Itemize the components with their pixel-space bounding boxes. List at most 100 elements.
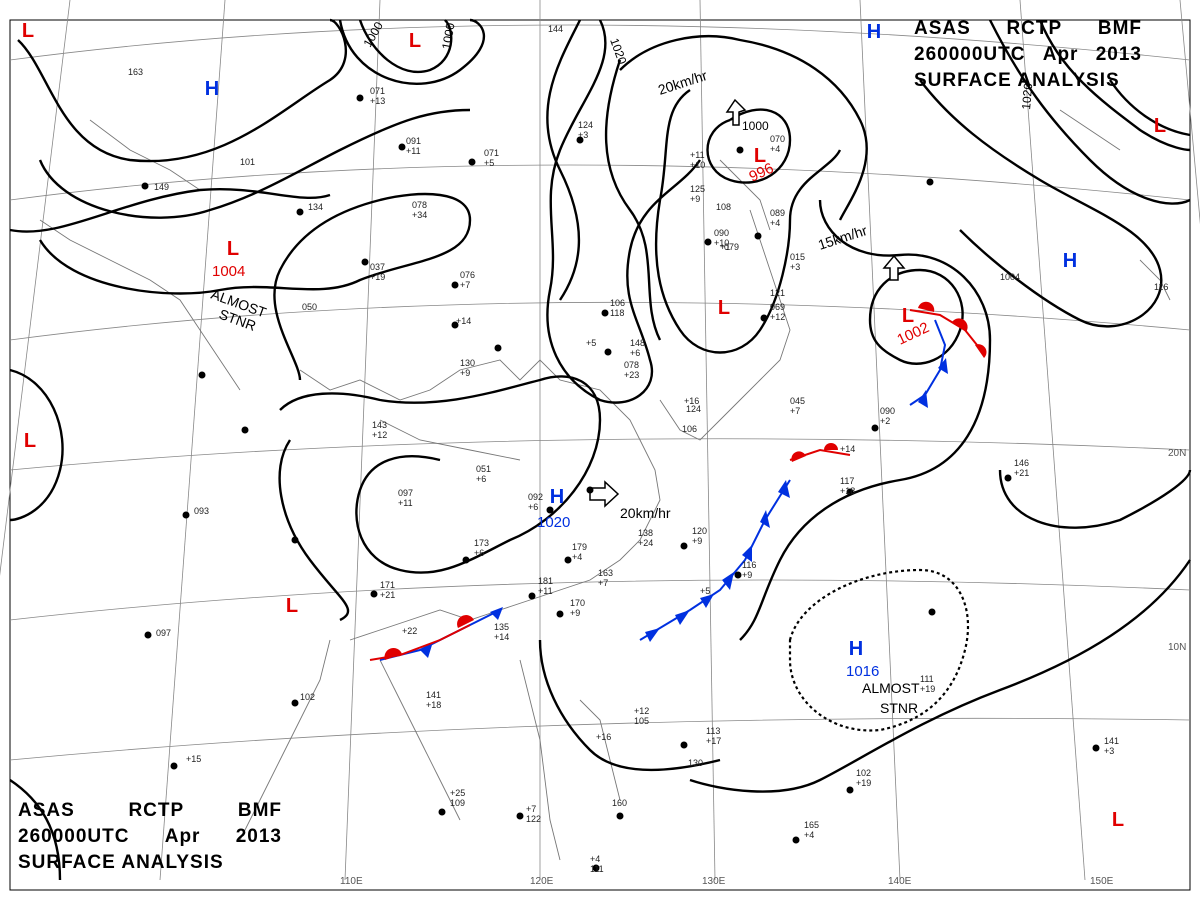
isobar-label: 1020: [1019, 82, 1035, 110]
pressure-value: 1004: [212, 263, 245, 280]
longitude-label: 150E: [1090, 876, 1114, 887]
station-value: 134: [308, 202, 323, 212]
station-value: 090: [714, 228, 729, 238]
station-value: 015: [790, 252, 805, 262]
map-border: [9, 19, 1191, 891]
longitude-label: 120E: [530, 876, 554, 887]
high-pressure-center: H: [1063, 250, 1077, 272]
longitude-label: 140E: [888, 876, 912, 887]
station-value: 163: [598, 568, 613, 578]
header-time: 260000UTC: [18, 826, 130, 847]
dotted-isobar: [788, 568, 970, 732]
station-value: +12: [770, 312, 785, 322]
header-title: SURFACE ANALYSIS: [18, 852, 224, 873]
station-value: +6: [630, 348, 640, 358]
station-value: +4: [804, 830, 814, 840]
station-value: +5: [484, 158, 494, 168]
isobar-label: 1000: [439, 21, 457, 50]
station-value: 141: [1104, 736, 1119, 746]
station-value: 160: [612, 798, 627, 808]
station-value: 121: [770, 288, 785, 298]
station-value: +13: [370, 96, 385, 106]
station-value: 076: [460, 270, 475, 280]
motion-label: 15km/hr: [816, 222, 869, 253]
station-value: +19: [920, 684, 935, 694]
longitude-label: 110E: [340, 876, 363, 887]
isobar-label: 1000: [742, 119, 769, 133]
low-pressure-center: L: [227, 238, 239, 260]
low-pressure-center: L: [1112, 809, 1124, 831]
low-pressure-center: L: [718, 297, 730, 319]
station-value: +17: [706, 736, 721, 746]
station-value: 148: [630, 338, 645, 348]
motion-label: 20km/hr: [620, 505, 671, 521]
pressure-value: 1002: [895, 319, 932, 349]
low-pressure-center: L: [902, 305, 914, 327]
warm-front: [369, 301, 987, 661]
station-value: +9: [570, 608, 580, 618]
station-value: +18: [840, 486, 855, 496]
chart-header-top: ASAS RCTP BMF 260000UTC Apr 2013 SURFACE…: [914, 16, 1142, 94]
station-value: 093: [194, 506, 209, 516]
header-month: Apr: [164, 826, 201, 847]
station-value: 179: [572, 542, 587, 552]
note-label: STNR: [880, 700, 918, 716]
station-value: +23: [624, 370, 639, 380]
station-value: 091: [406, 136, 421, 146]
station-value: 097: [398, 488, 413, 498]
latitude-label: 10N: [1168, 642, 1186, 653]
station-value: 116: [1154, 282, 1168, 292]
station-value: 089: [770, 208, 785, 218]
pressure-value: 1016: [846, 663, 879, 680]
station-markers: [141, 94, 1100, 872]
chart-header-bottom: ASAS RCTP BMF 260000UTC Apr 2013 SURFACE…: [18, 798, 282, 876]
high-pressure-center: H: [550, 486, 564, 508]
low-pressure-center: L: [754, 145, 766, 167]
station-value: 125: [690, 184, 705, 194]
station-value: +12: [634, 706, 649, 716]
station-value: +24: [638, 538, 653, 548]
low-pressure-center: L: [1154, 115, 1166, 137]
coastlines: [39, 109, 1171, 861]
station-value: +9: [742, 570, 752, 580]
pressure-value: 1020: [537, 514, 570, 531]
header-station: RCTP: [1006, 18, 1063, 39]
station-value: 181: [538, 576, 553, 586]
latitude-label: 20N: [1168, 448, 1186, 459]
station-value: +7: [790, 406, 800, 416]
station-value: +7: [526, 804, 536, 814]
station-value: 122: [526, 814, 541, 824]
station-value: 144: [548, 24, 563, 34]
station-value: 111: [590, 864, 604, 874]
station-value: +18: [426, 700, 441, 710]
motion-arrows: [589, 98, 906, 508]
station-value: +11: [406, 146, 421, 156]
station-value: +4: [770, 218, 780, 228]
note-label: ALMOST: [862, 680, 920, 696]
high-pressure-center: H: [205, 78, 219, 100]
station-value: 120: [692, 526, 707, 536]
isobar-label: 1000: [360, 19, 386, 49]
station-value: 165: [804, 820, 819, 830]
station-value: 1004: [1000, 272, 1020, 282]
station-value: +16: [596, 732, 611, 742]
station-value: 102: [300, 692, 315, 702]
station-value: +9: [692, 536, 702, 546]
station-value: 070: [770, 134, 785, 144]
station-value: +10: [714, 238, 729, 248]
station-value: 051: [476, 464, 491, 474]
station-value: 097: [156, 628, 171, 638]
station-value: +2: [880, 416, 890, 426]
station-value: 117: [840, 476, 854, 486]
station-value: +16: [684, 396, 699, 406]
station-value: 071: [370, 86, 385, 96]
header-code: BMF: [237, 800, 282, 821]
station-value: +3: [1104, 746, 1114, 756]
station-value: 124: [578, 120, 593, 130]
station-value: +15: [186, 754, 201, 764]
cold-front: [379, 319, 948, 661]
header-station: RCTP: [128, 800, 185, 821]
station-value: 173: [474, 538, 489, 548]
station-value: 163: [128, 67, 143, 77]
station-value: +12: [372, 430, 387, 440]
